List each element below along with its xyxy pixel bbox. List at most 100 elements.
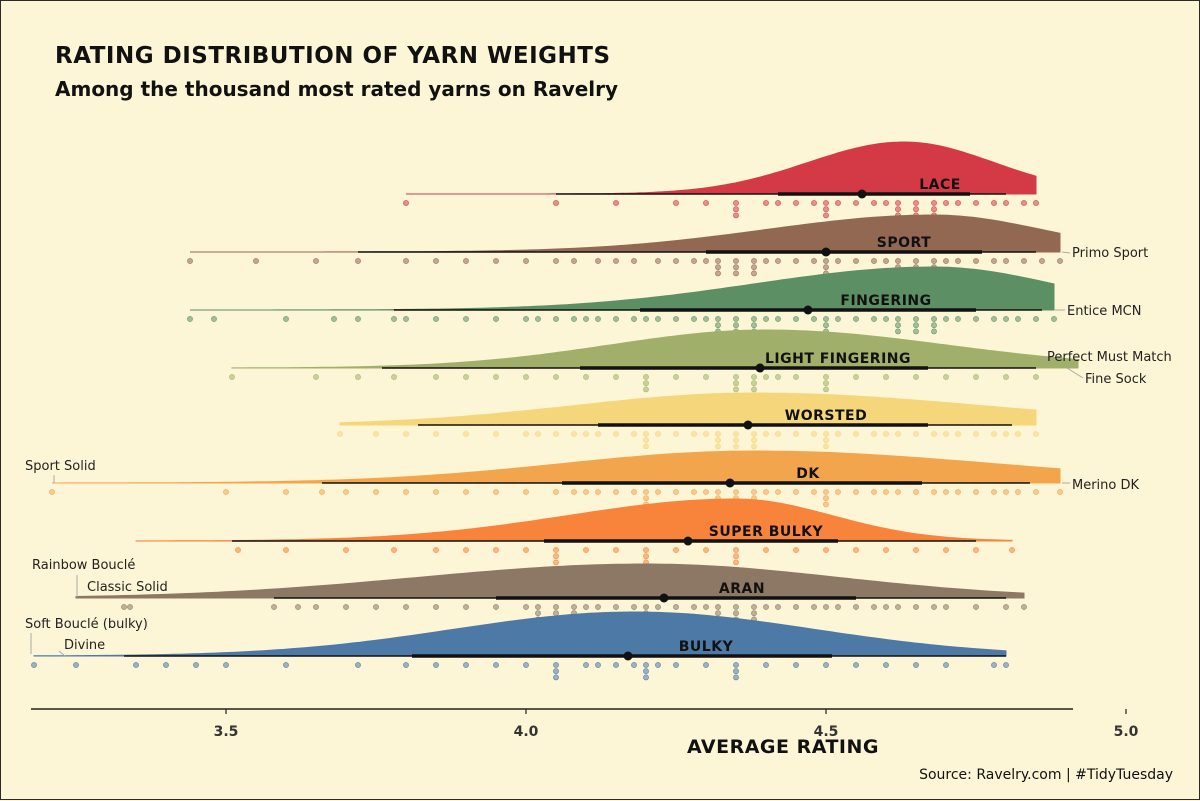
- dot-super-bulky: [853, 547, 859, 553]
- dot-sport: [1039, 258, 1045, 264]
- dot-worsted: [643, 443, 649, 450]
- dot-dk: [943, 489, 949, 495]
- dot-lace: [733, 200, 739, 206]
- dot-dk: [1015, 489, 1021, 495]
- dot-aran: [823, 604, 829, 610]
- dot-worsted: [913, 431, 919, 437]
- dot-lace: [703, 200, 709, 206]
- median-super-bulky: [683, 536, 693, 546]
- series-label-super-bulky: SUPER BULKY: [709, 524, 824, 540]
- series-label-bulky: BULKY: [679, 639, 734, 655]
- dot-aran: [895, 604, 901, 610]
- dot-dk: [631, 489, 637, 495]
- dot-fingering: [643, 316, 649, 322]
- dot-aran: [835, 604, 841, 610]
- dot-worsted: [613, 431, 619, 437]
- dot-lace: [931, 206, 937, 213]
- dot-dk: [823, 495, 829, 502]
- dot-super-bulky: [283, 547, 289, 553]
- dot-light-fingering: [229, 374, 235, 380]
- dot-bulky: [793, 662, 799, 668]
- dot-bulky: [733, 668, 739, 675]
- chart-caption: Source: Ravelry.com | #TidyTuesday: [919, 767, 1173, 783]
- dot-sport: [703, 258, 709, 264]
- dot-super-bulky: [523, 547, 529, 553]
- dot-lace: [1033, 200, 1039, 206]
- dot-fingering: [751, 316, 757, 322]
- dot-dk: [913, 489, 919, 495]
- dot-dk: [655, 489, 661, 495]
- dot-aran: [535, 604, 541, 610]
- dot-worsted: [883, 431, 889, 437]
- dot-light-fingering: [703, 374, 709, 380]
- dot-sport: [463, 258, 469, 264]
- dot-fingering: [931, 328, 937, 335]
- dot-sport: [973, 258, 979, 264]
- dot-aran: [535, 610, 541, 617]
- dot-sport: [991, 258, 997, 264]
- dot-fingering: [187, 316, 193, 322]
- dot-sport: [673, 258, 679, 264]
- dot-light-fingering: [1033, 374, 1039, 380]
- dot-dk: [403, 489, 409, 495]
- dot-fingering: [955, 316, 961, 322]
- dot-lace: [913, 200, 919, 206]
- dot-dk: [523, 489, 529, 495]
- dot-worsted: [643, 437, 649, 444]
- dot-sport: [883, 258, 889, 264]
- dot-lace: [823, 212, 829, 219]
- dot-fingering: [715, 316, 721, 322]
- dot-sport: [871, 258, 877, 264]
- dot-light-fingering: [673, 374, 679, 380]
- dot-sport: [1003, 258, 1009, 264]
- dot-super-bulky: [733, 553, 739, 560]
- dot-fingering: [895, 316, 901, 322]
- dot-lace: [883, 200, 889, 206]
- dot-fingering: [331, 316, 337, 322]
- dot-bulky: [553, 662, 559, 668]
- dot-aran: [493, 604, 499, 610]
- median-aran: [659, 593, 669, 603]
- median-bulky: [623, 651, 633, 661]
- dot-super-bulky: [913, 547, 919, 553]
- dot-super-bulky: [343, 547, 349, 553]
- dot-aran: [553, 610, 559, 617]
- dot-worsted: [403, 431, 409, 437]
- x-axis-label: AVERAGE RATING: [686, 736, 879, 758]
- dot-dk: [595, 489, 601, 495]
- dot-aran: [811, 604, 817, 610]
- dot-lace: [793, 200, 799, 206]
- dot-lace: [943, 200, 949, 206]
- dot-worsted: [793, 431, 799, 437]
- dot-worsted: [337, 431, 343, 437]
- dot-worsted: [973, 431, 979, 437]
- dot-super-bulky: [883, 547, 889, 553]
- dot-lace: [403, 200, 409, 206]
- dot-aran: [553, 604, 559, 610]
- dot-light-fingering: [613, 374, 619, 380]
- dot-bulky: [583, 662, 589, 668]
- dot-dk: [835, 489, 841, 495]
- dot-sport: [775, 258, 781, 264]
- dot-sport: [691, 258, 697, 264]
- dot-super-bulky: [583, 547, 589, 553]
- annotation-label: Sport Solid: [25, 459, 96, 474]
- dot-sport: [823, 258, 829, 264]
- dot-fingering: [433, 316, 439, 322]
- series-label-worsted: WORSTED: [785, 408, 867, 424]
- dot-sport: [733, 264, 739, 271]
- median-lace: [857, 189, 867, 199]
- dot-light-fingering: [391, 374, 397, 380]
- density-sport: [190, 214, 1061, 253]
- dot-bulky: [763, 662, 769, 668]
- dot-bulky: [553, 668, 559, 675]
- dot-sport: [631, 258, 637, 264]
- density-aran: [75, 563, 1025, 599]
- dot-super-bulky: [613, 547, 619, 553]
- dot-sport: [571, 258, 577, 264]
- dot-light-fingering: [463, 374, 469, 380]
- dot-worsted: [991, 431, 997, 437]
- dot-worsted: [571, 431, 577, 437]
- dot-worsted: [733, 443, 739, 450]
